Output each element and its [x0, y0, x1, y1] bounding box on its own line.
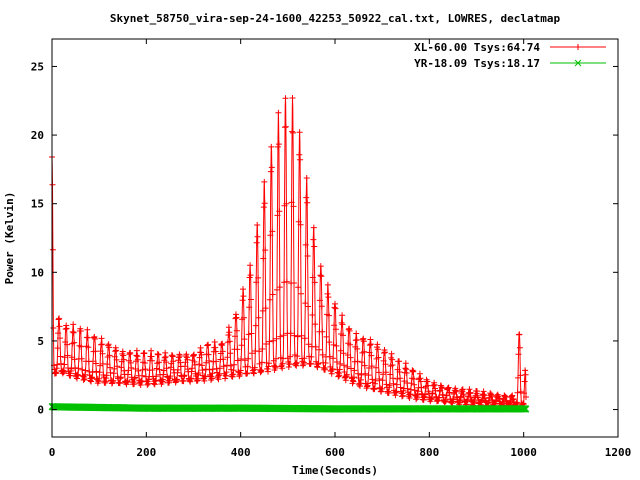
- x-tick-label: 400: [231, 446, 251, 459]
- x-tick-label: 800: [419, 446, 439, 459]
- y-tick-label: 15: [31, 198, 44, 211]
- legend: XL-60.00 Tsys:64.74 YR-18.09 Tsys:18.17: [414, 41, 606, 70]
- y-tick-label: 10: [31, 266, 44, 279]
- legend-label-xl: XL-60.00 Tsys:64.74: [414, 41, 540, 54]
- legend-marker-xl: [575, 44, 581, 50]
- x-axis-label: Time(Seconds): [292, 464, 378, 477]
- x-tick-label: 1200: [605, 446, 632, 459]
- y-tick-label: 25: [31, 60, 44, 73]
- legend-label-yr: YR-18.09 Tsys:18.17: [414, 57, 540, 70]
- ticks-layer: 0 200 400 600 800 1000 1200 0 5 10 15 20 25: [31, 39, 632, 459]
- series-layer: [48, 95, 530, 413]
- x-tick-label: 600: [325, 446, 345, 459]
- y-tick-label: 5: [37, 335, 44, 348]
- x-tick-label: 0: [49, 446, 56, 459]
- x-tick-label: 1000: [510, 446, 537, 459]
- x-tick-label: 200: [136, 446, 156, 459]
- y-axis-label: Power (Kelvin): [3, 192, 16, 285]
- legend-marker-yr: [574, 59, 582, 67]
- y-tick-label: 20: [31, 129, 44, 142]
- chart-title: Skynet_58750_vira-sep-24-1600_42253_5092…: [110, 12, 561, 25]
- y-tick-label: 0: [37, 404, 44, 417]
